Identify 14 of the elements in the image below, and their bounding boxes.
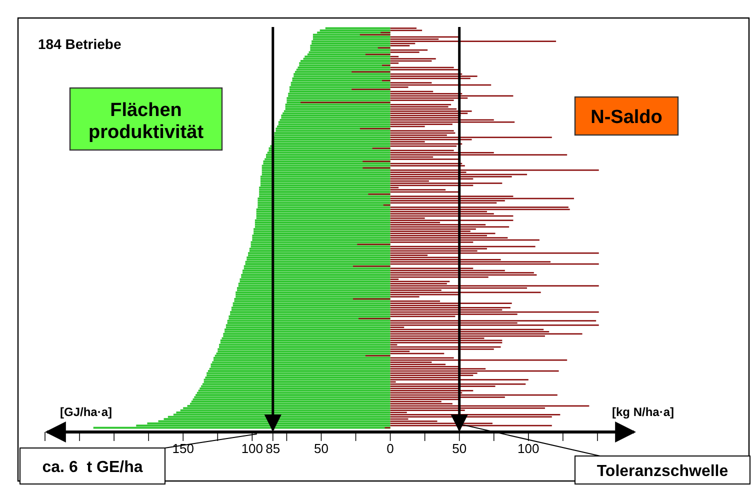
x-tick-label: 150 bbox=[172, 441, 194, 456]
annotation: [kg N/ha·a] bbox=[612, 405, 674, 419]
x-tick-label: 0 bbox=[386, 441, 394, 456]
text: 184 Betriebe bbox=[38, 36, 122, 52]
x-tick-label: 100 bbox=[241, 441, 264, 456]
annotation: [GJ/ha·a] bbox=[60, 405, 112, 419]
x-tick-label: 50 bbox=[314, 441, 328, 456]
x-tick-label: 85 bbox=[266, 441, 280, 456]
ref-line-label: Toleranzschwelle bbox=[596, 463, 728, 480]
text: Flächen produktivität bbox=[88, 100, 204, 143]
x-tick-label: 100 bbox=[518, 441, 540, 456]
series-label: N-Saldo bbox=[590, 107, 662, 128]
text: ca. 6 t GE/ha bbox=[42, 459, 143, 476]
x-tick-label: 50 bbox=[452, 441, 467, 456]
